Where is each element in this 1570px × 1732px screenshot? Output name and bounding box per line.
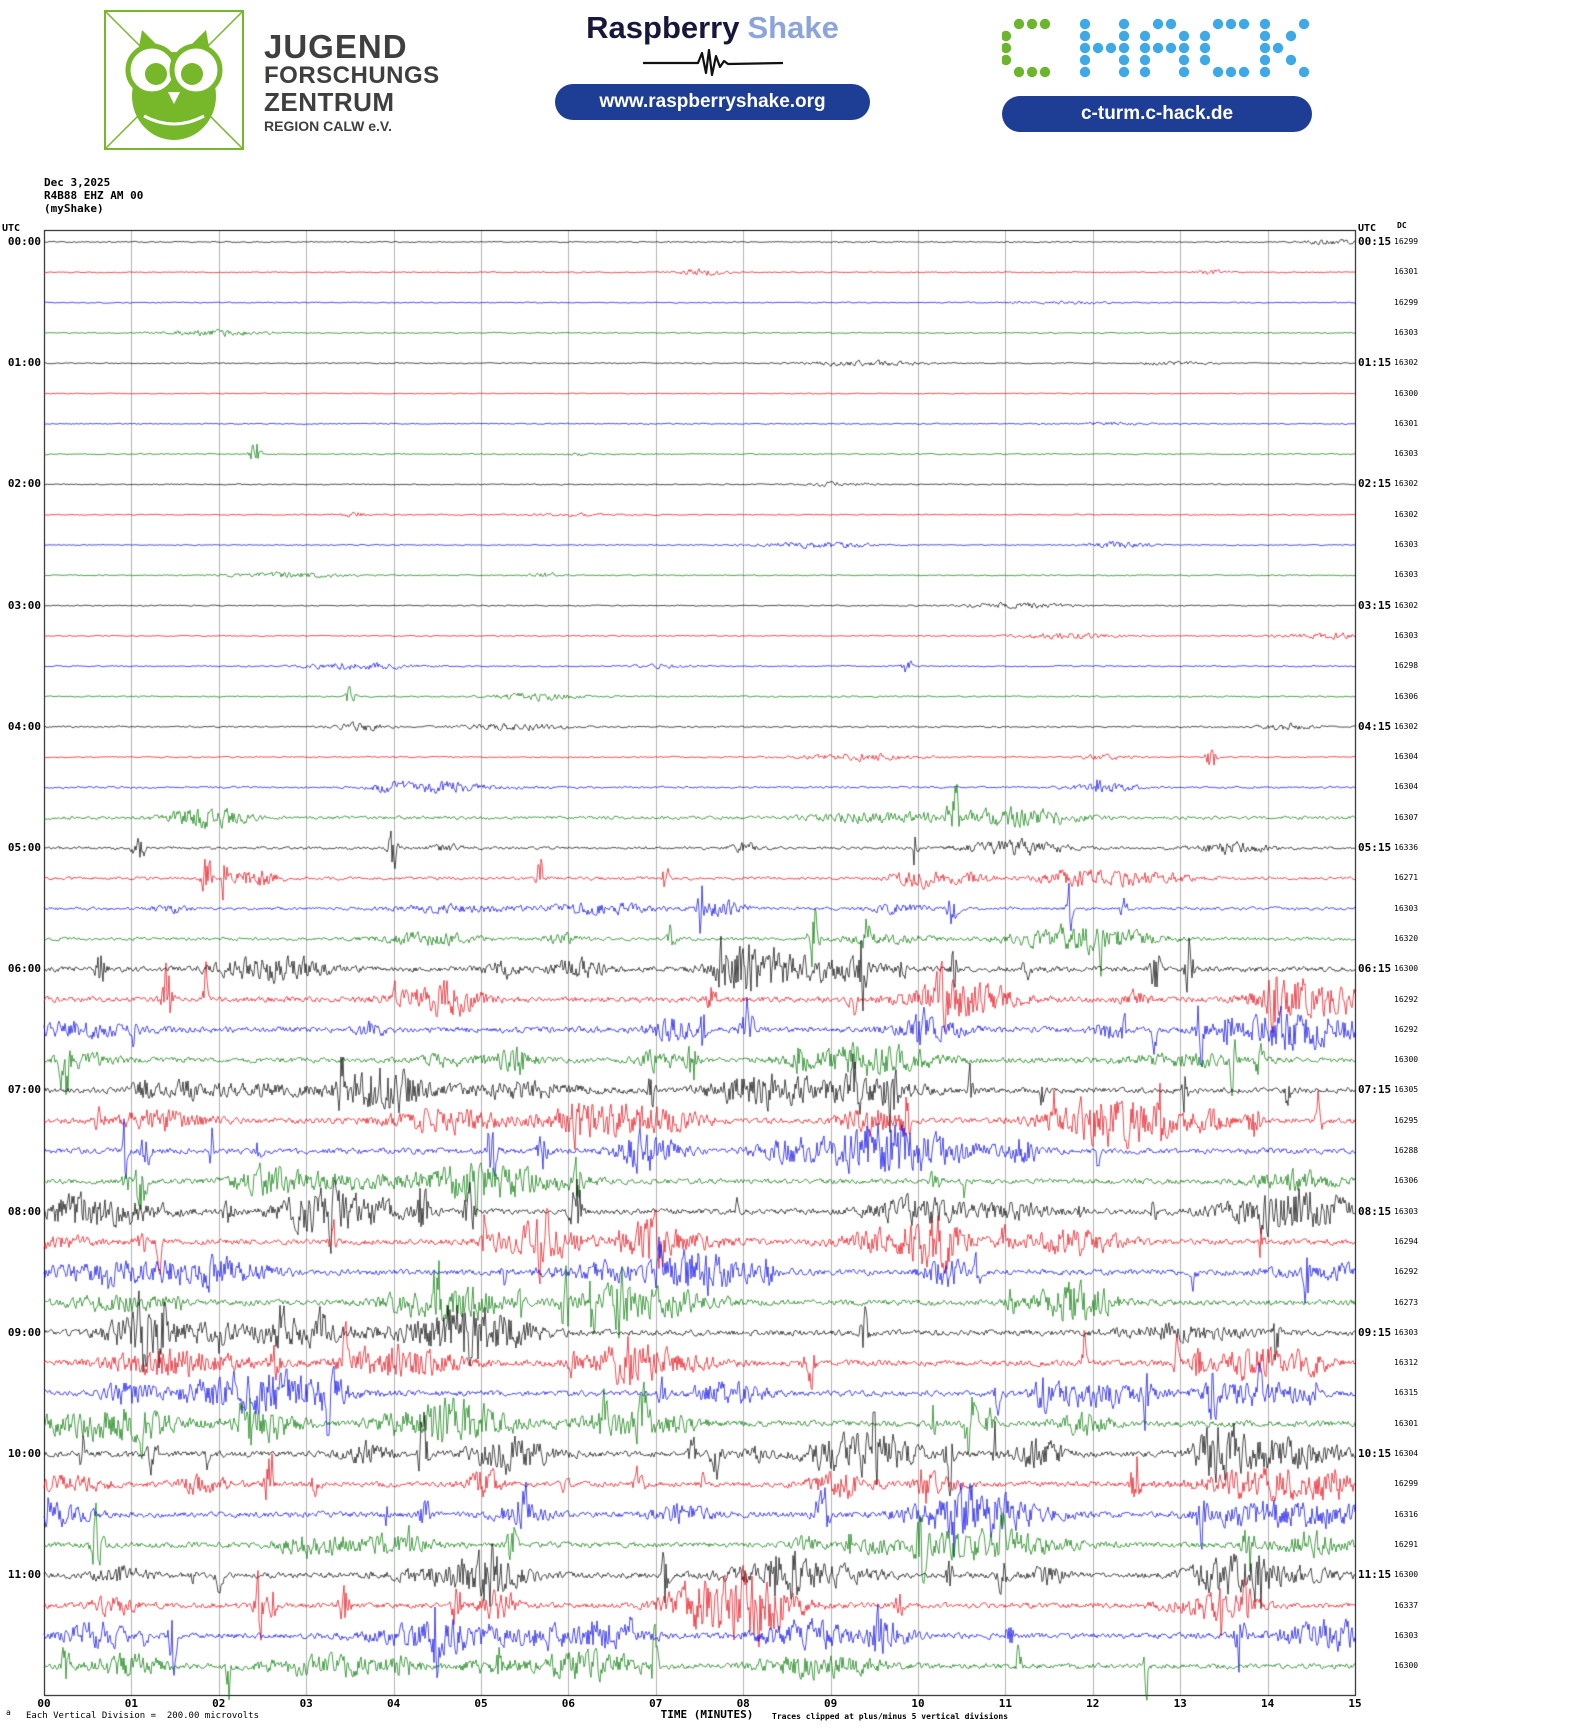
helicorder-canvas	[0, 0, 1570, 1732]
helicorder-plot: Dec 3,2025 R4B88 EHZ AM 00 (myShake) UTC…	[0, 0, 1570, 1732]
page-root: JUGEND FORSCHUNGS ZENTRUM REGION CALW e.…	[0, 0, 1570, 1732]
